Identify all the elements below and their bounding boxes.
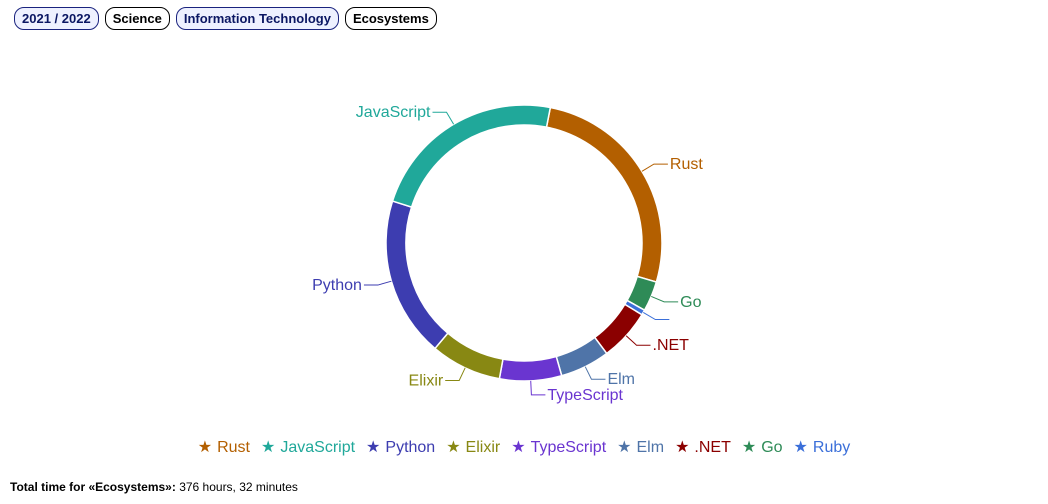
tab-year[interactable]: 2021 / 2022	[14, 7, 99, 30]
star-icon: ★	[793, 439, 808, 456]
star-icon: ★	[261, 439, 276, 456]
legend-label: Go	[761, 439, 783, 456]
legend-item-typescript[interactable]: ★ TypeScript	[511, 437, 606, 459]
legend-label: TypeScript	[530, 439, 607, 456]
total-time-label: Total time for «Ecosystems»:	[10, 480, 176, 494]
star-icon: ★	[511, 439, 526, 456]
legend-label: Rust	[217, 439, 250, 456]
filter-tabs: 2021 / 2022 Science Information Technolo…	[14, 7, 437, 30]
leader-line-elixir	[445, 367, 466, 381]
slice-python[interactable]	[385, 200, 449, 350]
leader-line-elm	[584, 366, 606, 380]
slice-label-javascript: JavaScript	[356, 104, 431, 121]
slice-elixir[interactable]	[433, 332, 504, 380]
star-icon: ★	[617, 439, 632, 456]
star-icon: ★	[197, 439, 213, 456]
star-icon: ★	[446, 439, 461, 456]
slice-label-elm: Elm	[607, 371, 635, 388]
legend-item-javascript[interactable]: ★ JavaScript	[261, 437, 355, 459]
legend-label: Elm	[636, 439, 665, 456]
slice-elm[interactable]	[555, 336, 608, 377]
legend-item-elm[interactable]: ★ Elm	[617, 437, 664, 459]
legend-label: Ruby	[812, 439, 851, 456]
leader-line-typescript	[530, 380, 546, 396]
slice-label-python: Python	[312, 277, 362, 294]
leader-line-rust	[641, 163, 668, 172]
total-time-value: 376 hours, 32 minutes	[179, 480, 298, 494]
legend-item-elixir[interactable]: ★ Elixir	[446, 437, 500, 459]
slice-javascript[interactable]	[391, 104, 552, 209]
total-time: Total time for «Ecosystems»: 376 hours, …	[10, 480, 298, 494]
tab-information-technology[interactable]: Information Technology	[175, 7, 339, 30]
slice-label-typescript: TypeScript	[547, 387, 623, 404]
legend-label: JavaScript	[280, 439, 356, 456]
slice-label-elixir: Elixir	[409, 372, 444, 389]
legend-item-ruby[interactable]: ★ Ruby	[794, 437, 851, 459]
slice-label-net: .NET	[653, 337, 690, 354]
legend-item-python[interactable]: ★ Python	[366, 437, 435, 459]
slice-label-go: Go	[680, 294, 701, 311]
slice-label-rust: Rust	[670, 156, 703, 173]
slice-rust[interactable]	[545, 106, 663, 283]
chart-legend: ★ Rust ★ JavaScript ★ Python ★ Elixir ★ TypeScrip…	[0, 437, 1048, 459]
tab-science[interactable]: Science	[104, 7, 170, 30]
legend-item-go[interactable]: ★ Go	[742, 437, 783, 459]
slice-typescript[interactable]	[498, 355, 563, 382]
leader-line-javascript	[432, 111, 455, 125]
leader-line-python	[363, 280, 392, 286]
star-icon: ★	[366, 439, 381, 456]
legend-label: .NET	[694, 439, 731, 456]
tab-ecosystems[interactable]: Ecosystems	[344, 7, 437, 30]
star-icon: ★	[675, 439, 690, 456]
leader-line-ruby	[642, 312, 670, 321]
legend-label: Python	[385, 439, 436, 456]
legend-item-rust[interactable]: ★ Rust	[198, 437, 250, 459]
leader-line-net	[625, 335, 651, 346]
star-icon: ★	[741, 439, 757, 456]
legend-item-net[interactable]: ★ .NET	[675, 437, 731, 459]
legend-label: Elixir	[465, 439, 501, 456]
leader-line-go	[651, 295, 679, 303]
